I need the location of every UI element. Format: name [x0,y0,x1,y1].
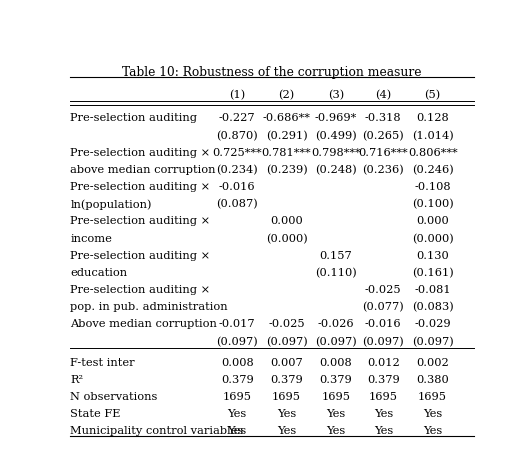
Text: 0.379: 0.379 [221,375,253,385]
Text: 0.008: 0.008 [221,358,253,368]
Text: (0.097): (0.097) [216,337,258,347]
Text: 0.157: 0.157 [320,251,352,261]
Text: Pre-selection auditing ×: Pre-selection auditing × [71,148,211,158]
Text: 0.798***: 0.798*** [311,148,361,158]
Text: -0.686**: -0.686** [263,113,311,123]
Text: F-test inter: F-test inter [71,358,135,368]
Text: 0.002: 0.002 [416,358,449,368]
Text: 0.380: 0.380 [416,375,449,385]
Text: -0.026: -0.026 [318,319,354,329]
Text: (0.870): (0.870) [216,131,258,141]
Text: (0.499): (0.499) [315,131,357,141]
Text: 1695: 1695 [272,392,301,402]
Text: 0.725***: 0.725*** [212,148,262,158]
Text: 0.007: 0.007 [270,358,303,368]
Text: (0.100): (0.100) [412,199,453,210]
Text: 0.781***: 0.781*** [262,148,311,158]
Text: (0.239): (0.239) [266,165,307,175]
Text: 0.806***: 0.806*** [408,148,457,158]
Text: -0.017: -0.017 [219,319,255,329]
Text: income: income [71,234,113,244]
Text: R²: R² [71,375,83,385]
Text: 1695: 1695 [222,392,252,402]
Text: (0.246): (0.246) [412,165,453,175]
Text: (0.077): (0.077) [362,302,404,312]
Text: Yes: Yes [227,427,247,437]
Text: (0.097): (0.097) [412,337,453,347]
Text: 0.128: 0.128 [416,113,449,123]
Text: Yes: Yes [374,409,393,419]
Text: (0.097): (0.097) [315,337,357,347]
Text: (0.083): (0.083) [412,302,453,312]
Text: 0.379: 0.379 [270,375,303,385]
Text: -0.227: -0.227 [219,113,255,123]
Text: Above median corruption: Above median corruption [71,319,217,329]
Text: 0.716***: 0.716*** [358,148,408,158]
Text: (3): (3) [328,90,344,100]
Text: Table 10: Robustness of the corruption measure: Table 10: Robustness of the corruption m… [122,66,422,79]
Text: -0.969*: -0.969* [315,113,357,123]
Text: (0.161): (0.161) [412,268,453,278]
Text: ln(population): ln(population) [71,199,152,210]
Text: (0.265): (0.265) [362,131,404,141]
Text: (1): (1) [229,90,245,100]
Text: Yes: Yes [374,427,393,437]
Text: State FE: State FE [71,409,121,419]
Text: (0.291): (0.291) [266,131,307,141]
Text: Yes: Yes [277,427,296,437]
Text: Pre-selection auditing ×: Pre-selection auditing × [71,216,211,227]
Text: -0.016: -0.016 [365,319,401,329]
Text: 0.000: 0.000 [270,216,303,227]
Text: (1.014): (1.014) [412,131,453,141]
Text: (4): (4) [375,90,391,100]
Text: (0.110): (0.110) [315,268,357,278]
Text: (0.000): (0.000) [412,234,453,244]
Text: Yes: Yes [326,427,346,437]
Text: 0.379: 0.379 [367,375,400,385]
Text: Pre-selection auditing ×: Pre-selection auditing × [71,182,211,192]
Text: Municipality control variables: Municipality control variables [71,427,244,437]
Text: Yes: Yes [326,409,346,419]
Text: Yes: Yes [277,409,296,419]
Text: Pre-selection auditing ×: Pre-selection auditing × [71,251,211,261]
Text: 0.012: 0.012 [367,358,400,368]
Text: (5): (5) [424,90,441,100]
Text: 0.130: 0.130 [416,251,449,261]
Text: 0.379: 0.379 [320,375,352,385]
Text: -0.108: -0.108 [414,182,451,192]
Text: 1695: 1695 [321,392,350,402]
Text: Pre-selection auditing ×: Pre-selection auditing × [71,285,211,295]
Text: -0.016: -0.016 [219,182,255,192]
Text: 1695: 1695 [418,392,447,402]
Text: (0.248): (0.248) [315,165,357,175]
Text: (0.087): (0.087) [216,199,258,210]
Text: -0.081: -0.081 [414,285,451,295]
Text: (0.236): (0.236) [362,165,404,175]
Text: (0.234): (0.234) [216,165,258,175]
Text: (2): (2) [278,90,295,100]
Text: -0.318: -0.318 [365,113,401,123]
Text: Pre-selection auditing: Pre-selection auditing [71,113,198,123]
Text: 1695: 1695 [369,392,398,402]
Text: Yes: Yes [423,409,442,419]
Text: pop. in pub. administration: pop. in pub. administration [71,302,228,312]
Text: (0.097): (0.097) [266,337,307,347]
Text: 0.000: 0.000 [416,216,449,227]
Text: 0.008: 0.008 [320,358,352,368]
Text: (0.000): (0.000) [266,234,307,244]
Text: -0.025: -0.025 [268,319,305,329]
Text: (0.097): (0.097) [362,337,404,347]
Text: -0.029: -0.029 [414,319,451,329]
Text: above median corruption: above median corruption [71,165,216,175]
Text: education: education [71,268,127,278]
Text: Yes: Yes [423,427,442,437]
Text: N observations: N observations [71,392,158,402]
Text: -0.025: -0.025 [365,285,401,295]
Text: Yes: Yes [227,409,247,419]
